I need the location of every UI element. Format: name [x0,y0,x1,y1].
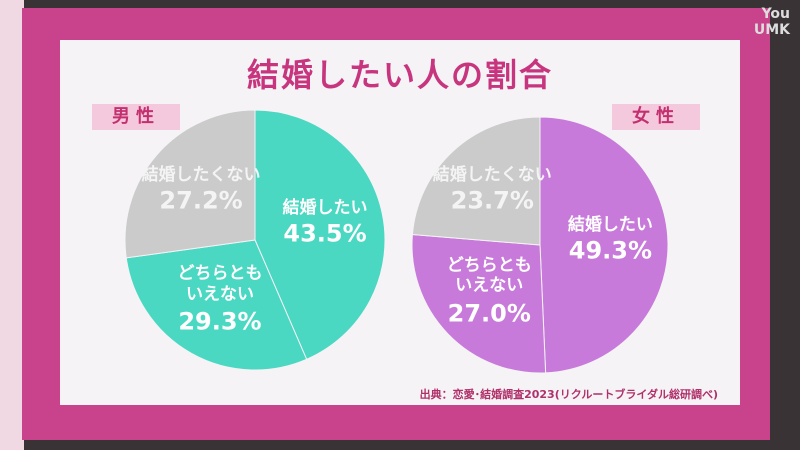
value-label: 49.3% [568,237,653,266]
slice-label: 結婚したくない [141,164,261,185]
watermark: You [761,6,790,22]
value-label: 27.2% [159,186,243,215]
value-label: 23.7% [450,186,534,215]
slice-label: 結婚したい [282,197,368,218]
value-label: 43.5% [283,219,367,248]
pie-slice [411,234,547,374]
slice-label: どちらとも いえない [177,263,263,305]
slice-label: 結婚したい [567,215,653,236]
source: 出典：恋愛･結婚調査2023(リクルートブライダル総研調べ) [419,388,718,401]
slice-label: どちらとも いえない [446,255,532,296]
watermark: UMK [753,22,790,38]
pie-title: 男性 [92,104,180,130]
pie-slice [539,116,669,374]
background-left [0,0,24,450]
value-label: 27.0% [447,299,531,328]
pie-title: 女性 [612,104,700,130]
pie-slice [411,116,541,246]
pie-slice [124,109,256,259]
pie-slice [125,239,308,371]
pie-slice [254,109,386,360]
value-label: 29.3% [178,307,262,336]
main-title: 結婚したい人の割合 [246,56,553,94]
slice-label: 結婚したくない [432,165,552,186]
